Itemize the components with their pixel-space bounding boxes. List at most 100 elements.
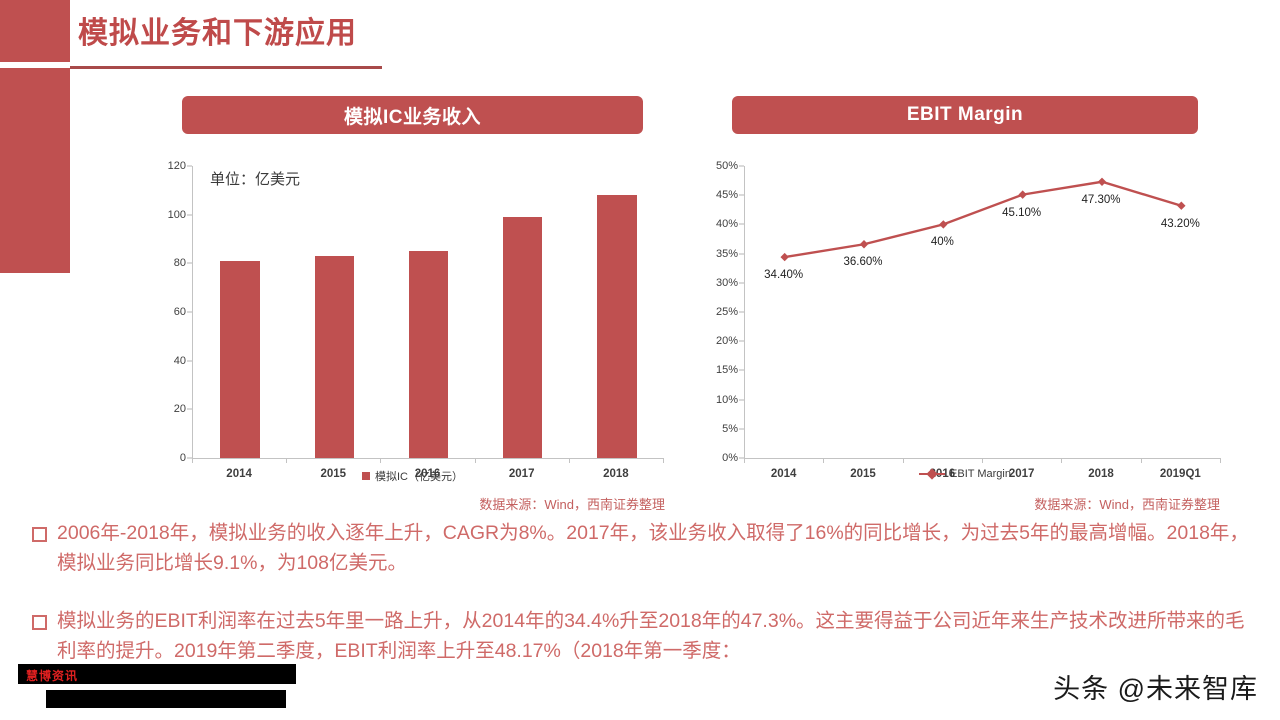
watermark: 头条 @未来智库 [1053, 674, 1258, 704]
y-axis-tick-label: 10% [715, 393, 738, 406]
x-axis-tick-label: 2018 [603, 468, 629, 480]
x-axis-tick-label: 2019Q1 [1159, 468, 1201, 480]
x-axis-tick-mark [823, 458, 825, 463]
x-axis-ticks [150, 458, 675, 463]
redaction-bar-upper [18, 664, 296, 684]
y-axis-tick-mark [739, 311, 744, 313]
y-axis-tick-label: 100 [167, 208, 186, 221]
y-axis-tick-mark [739, 253, 744, 255]
bar-2014 [220, 260, 260, 458]
bar-2018 [597, 195, 637, 458]
y-axis-tick-mark [739, 282, 744, 284]
bar-chart: 单位：亿美元 0 20 40 60 80 100 120 2014 2015 2016 2017 20… [150, 156, 675, 496]
bar-chart-legend: 模拟IC（亿美元） [150, 468, 675, 484]
y-axis-tick-label: 25% [715, 306, 738, 318]
y-axis-tick-label: 35% [715, 247, 738, 260]
y-axis-tick-label: 30% [715, 276, 738, 289]
page-title: 模拟业务和下游应用 [78, 17, 357, 50]
data-marker-2016 [939, 220, 948, 229]
y-axis-tick-label: 40% [715, 218, 738, 231]
plot-area [744, 166, 1221, 459]
chart-title-analog-revenue: 模拟IC业务收入 [182, 96, 643, 134]
y-axis-tick-label: 0% [722, 452, 738, 464]
y-axis-tick-label: 120 [167, 160, 186, 172]
plot-area [192, 166, 664, 459]
x-axis-tick-label: 2014 [226, 468, 252, 480]
data-label-2016: 40% [930, 236, 954, 249]
x-axis-tick-mark [380, 458, 382, 463]
y-axis-tick-mark [739, 399, 744, 401]
y-axis-tick-mark [187, 165, 192, 167]
x-axis-tick-mark [744, 458, 745, 463]
x-axis-ticks [700, 458, 1230, 463]
x-axis-tick-mark [663, 458, 664, 463]
x-axis-tick-label: 2017 [508, 468, 535, 480]
x-axis-tick-label: 2014 [770, 468, 797, 480]
y-axis-tick-label: 60 [173, 306, 186, 318]
x-axis-tick-label: 2017 [1008, 468, 1035, 480]
y-axis-tick-mark [739, 457, 744, 459]
data-marker-2018 [1097, 177, 1107, 186]
ebit-margin-line-series [780, 177, 1186, 262]
decor-bar-top [0, 0, 70, 62]
y-axis-labels: 0% 5% 10% 15% 20% 25% 30% 35% 40% 45% 50% [700, 156, 744, 496]
legend-swatch-icon [362, 472, 370, 480]
x-axis-tick-mark [568, 458, 570, 463]
title-underline [70, 66, 382, 69]
x-axis-tick-label: 2015 [850, 468, 876, 480]
y-axis-tick-mark [187, 360, 192, 362]
y-axis-tick-mark [187, 214, 192, 216]
y-axis-tick-mark [187, 311, 192, 313]
line-chart-legend: EBIT Margin [700, 468, 1230, 480]
y-axis-tick-mark [739, 165, 744, 167]
source-note-left: 数据来源：Wind，西南证券整理 [479, 497, 665, 512]
bullet-square-icon [32, 615, 47, 630]
data-label-2017: 45.10% [1002, 206, 1042, 219]
y-axis-tick-mark [739, 194, 744, 196]
data-marker-2014 [780, 252, 789, 262]
data-label-2015: 36.60% [843, 256, 883, 269]
legend-line-icon [919, 473, 946, 475]
y-axis-tick-label: 80 [173, 257, 186, 270]
x-axis-tick-mark [192, 458, 193, 463]
y-axis-tick-label: 20% [715, 335, 738, 348]
chart-panel-analog-revenue: 模拟IC业务收入 单位：亿美元 0 20 40 60 80 100 120 2014 2015 2… [150, 96, 675, 512]
legend-label-analog-ic: 模拟IC（亿美元） [375, 471, 463, 483]
redaction-bar-lower [46, 690, 286, 708]
x-axis-tick-mark [1220, 458, 1221, 463]
bar-2015 [314, 256, 355, 458]
source-note-right: 数据来源：Wind，西南证券整理 [1034, 497, 1220, 512]
bar-chart-unit-annotation: 单位：亿美元 [210, 171, 301, 188]
y-axis-tick-mark [187, 408, 192, 410]
bar-2017 [502, 217, 543, 458]
x-axis-tick-mark [1061, 458, 1063, 463]
x-axis-tick-mark [902, 458, 904, 463]
data-marker-2019Q1 [1177, 201, 1186, 210]
chart-title-ebit-margin: EBIT Margin [732, 96, 1198, 134]
x-axis-tick-label: 2018 [1088, 468, 1114, 480]
y-axis-tick-mark [739, 428, 744, 430]
legend-label-ebit-margin: EBIT Margin [950, 468, 1011, 480]
y-axis-tick-mark [187, 457, 192, 459]
bullet-square-icon [32, 527, 47, 542]
y-axis-tick-label: 5% [722, 422, 738, 435]
x-axis-tick-mark [982, 458, 983, 463]
bullet-text-1: 2006年-2018年，模拟业务的收入逐年上升，CAGR为8%。2017年，该业… [57, 522, 1249, 574]
y-axis-tick-label: 15% [715, 364, 738, 377]
y-axis-labels: 0 20 40 60 80 100 120 [150, 156, 192, 496]
data-label-2014: 34.40% [764, 269, 804, 282]
y-axis-tick-label: 20 [173, 403, 186, 416]
x-axis-tick-mark [1140, 458, 1142, 463]
bullet-item-2: 模拟业务的EBIT利润率在过去5年里一路上升，从2014年的34.4%升至201… [32, 606, 1260, 666]
chart-panel-ebit-margin: EBIT Margin 0% 5% 10% 15% 20% 25% 30% 35% 40% 45%… [700, 96, 1230, 512]
line-chart: 0% 5% 10% 15% 20% 25% 30% 35% 40% 45% 50% 2014 2015 2… [700, 156, 1230, 496]
y-axis-tick-label: 0 [179, 452, 186, 464]
x-axis-tick-mark [286, 458, 288, 463]
bullet-text-2: 模拟业务的EBIT利润率在过去5年里一路上升，从2014年的34.4%升至201… [57, 610, 1245, 662]
data-marker-2017 [1018, 190, 1027, 199]
y-axis-tick-mark [187, 262, 192, 264]
bar-2016 [408, 251, 449, 458]
line-path [784, 180, 1182, 259]
y-axis-tick-label: 45% [715, 189, 738, 202]
